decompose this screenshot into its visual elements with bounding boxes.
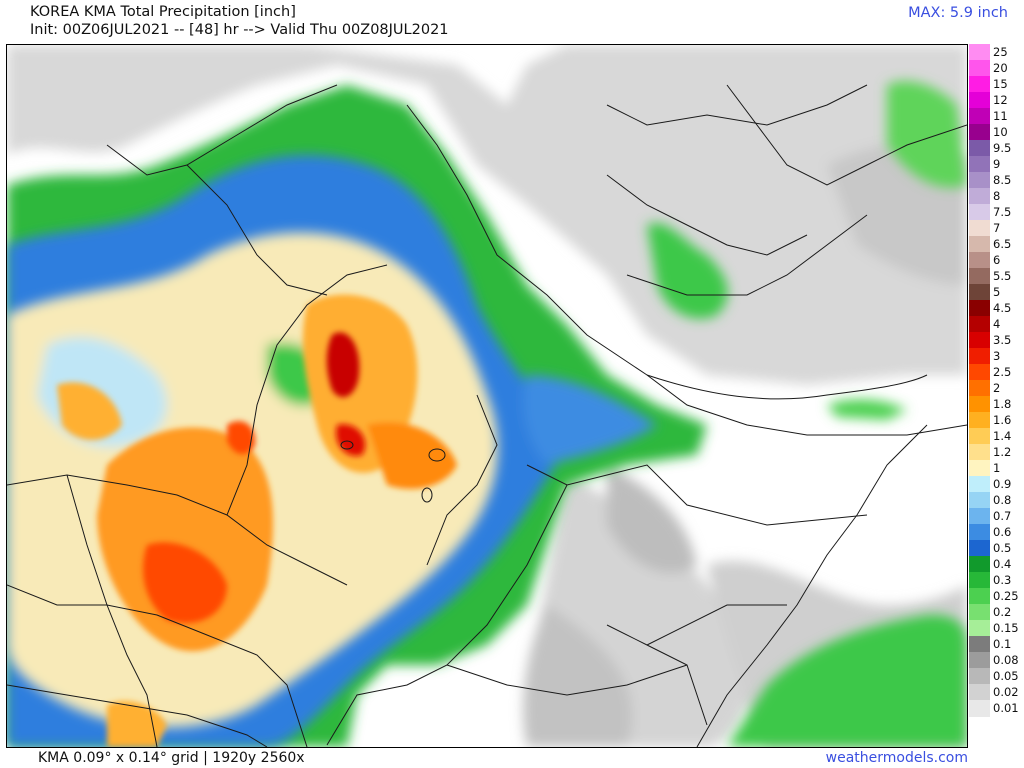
legend-swatch	[969, 476, 990, 493]
legend-label: 0.25	[993, 589, 1019, 603]
legend-label: 0.8	[993, 493, 1012, 507]
legend-label: 8	[993, 189, 1001, 203]
legend-swatch	[969, 524, 990, 541]
legend-swatch	[969, 284, 990, 301]
legend-swatch	[969, 396, 990, 413]
legend-label: 11	[993, 109, 1008, 123]
legend-label: 0.3	[993, 573, 1012, 587]
map-title: KOREA KMA Total Precipitation [inch]	[30, 4, 296, 20]
peak-precip-core	[143, 332, 366, 624]
lakes	[340, 440, 446, 503]
legend-swatch	[969, 428, 990, 445]
legend-swatch	[969, 44, 990, 61]
legend-swatch	[969, 364, 990, 381]
legend-swatch	[969, 572, 990, 589]
legend-swatch	[969, 540, 990, 557]
legend-label: 0.5	[993, 541, 1012, 555]
legend-label: 25	[993, 45, 1008, 59]
legend-swatch	[969, 604, 990, 621]
legend-label: 3	[993, 349, 1001, 363]
legend-swatch	[969, 188, 990, 205]
legend-label: 0.15	[993, 621, 1019, 635]
legend-swatch	[969, 60, 990, 77]
legend-label: 7	[993, 221, 1001, 235]
legend-label: 6	[993, 253, 1001, 267]
legend-swatch	[969, 252, 990, 269]
legend-label: 1.6	[993, 413, 1012, 427]
map-subtitle: Init: 00Z06JUL2021 -- [48] hr --> Valid …	[30, 22, 449, 38]
legend-label: 12	[993, 93, 1008, 107]
legend-swatch	[969, 236, 990, 253]
country-borders	[7, 84, 967, 747]
legend-swatch	[969, 348, 990, 365]
legend-label: 1.8	[993, 397, 1012, 411]
legend-swatch	[969, 620, 990, 637]
legend-swatch	[969, 668, 990, 685]
legend-swatch	[969, 124, 990, 141]
legend-label: 0.01	[993, 701, 1019, 715]
legend-swatch	[969, 444, 990, 461]
legend-label: 10	[993, 125, 1008, 139]
legend-swatch	[969, 332, 990, 349]
legend-swatch	[969, 508, 990, 525]
legend-swatch	[969, 492, 990, 509]
legend-label: 0.2	[993, 605, 1012, 619]
legend-swatch	[969, 316, 990, 333]
legend-label: 20	[993, 61, 1008, 75]
color-legend	[969, 44, 990, 717]
legend-swatch	[969, 636, 990, 653]
legend-label: 0.05	[993, 669, 1019, 683]
legend-swatch	[969, 300, 990, 317]
legend-swatch	[969, 652, 990, 669]
legend-label: 0.02	[993, 685, 1019, 699]
legend-swatch	[969, 156, 990, 173]
legend-swatch	[969, 108, 990, 125]
legend-label: 4	[993, 317, 1001, 331]
legend-label: 5	[993, 285, 1001, 299]
legend-swatch	[969, 220, 990, 237]
legend-label: 3.5	[993, 333, 1012, 347]
legend-swatch	[969, 140, 990, 157]
legend-label: 0.08	[993, 653, 1019, 667]
legend-swatch	[969, 92, 990, 109]
legend-swatch	[969, 588, 990, 605]
legend-swatch	[969, 268, 990, 285]
legend-swatch	[969, 76, 990, 93]
legend-label: 1.2	[993, 445, 1012, 459]
legend-swatch	[969, 172, 990, 189]
legend-label: 5.5	[993, 269, 1012, 283]
legend-label: 1.4	[993, 429, 1012, 443]
max-value-label: MAX: 5.9 inch	[908, 5, 1008, 21]
map-canvas	[7, 45, 967, 747]
legend-label: 2.5	[993, 365, 1012, 379]
legend-label: 0.9	[993, 477, 1012, 491]
legend-swatch	[969, 700, 990, 717]
legend-label: 7.5	[993, 205, 1012, 219]
legend-swatch	[969, 460, 990, 477]
legend-label: 15	[993, 77, 1008, 91]
legend-swatch	[969, 556, 990, 573]
legend-label: 0.6	[993, 525, 1012, 539]
legend-label: 2	[993, 381, 1001, 395]
site-credit[interactable]: weathermodels.com	[825, 750, 968, 766]
grid-info: KMA 0.09° x 0.14° grid | 1920y 2560x	[38, 750, 305, 766]
legend-label: 9.5	[993, 141, 1012, 155]
precipitation-map[interactable]	[6, 44, 968, 748]
legend-label: 4.5	[993, 301, 1012, 315]
legend-label: 0.1	[993, 637, 1012, 651]
legend-label: 0.4	[993, 557, 1012, 571]
legend-swatch	[969, 380, 990, 397]
legend-label: 0.7	[993, 509, 1012, 523]
legend-swatch	[969, 412, 990, 429]
legend-label: 1	[993, 461, 1001, 475]
legend-label: 8.5	[993, 173, 1012, 187]
legend-swatch	[969, 684, 990, 701]
legend-label: 9	[993, 157, 1001, 171]
legend-swatch	[969, 204, 990, 221]
legend-label: 6.5	[993, 237, 1012, 251]
